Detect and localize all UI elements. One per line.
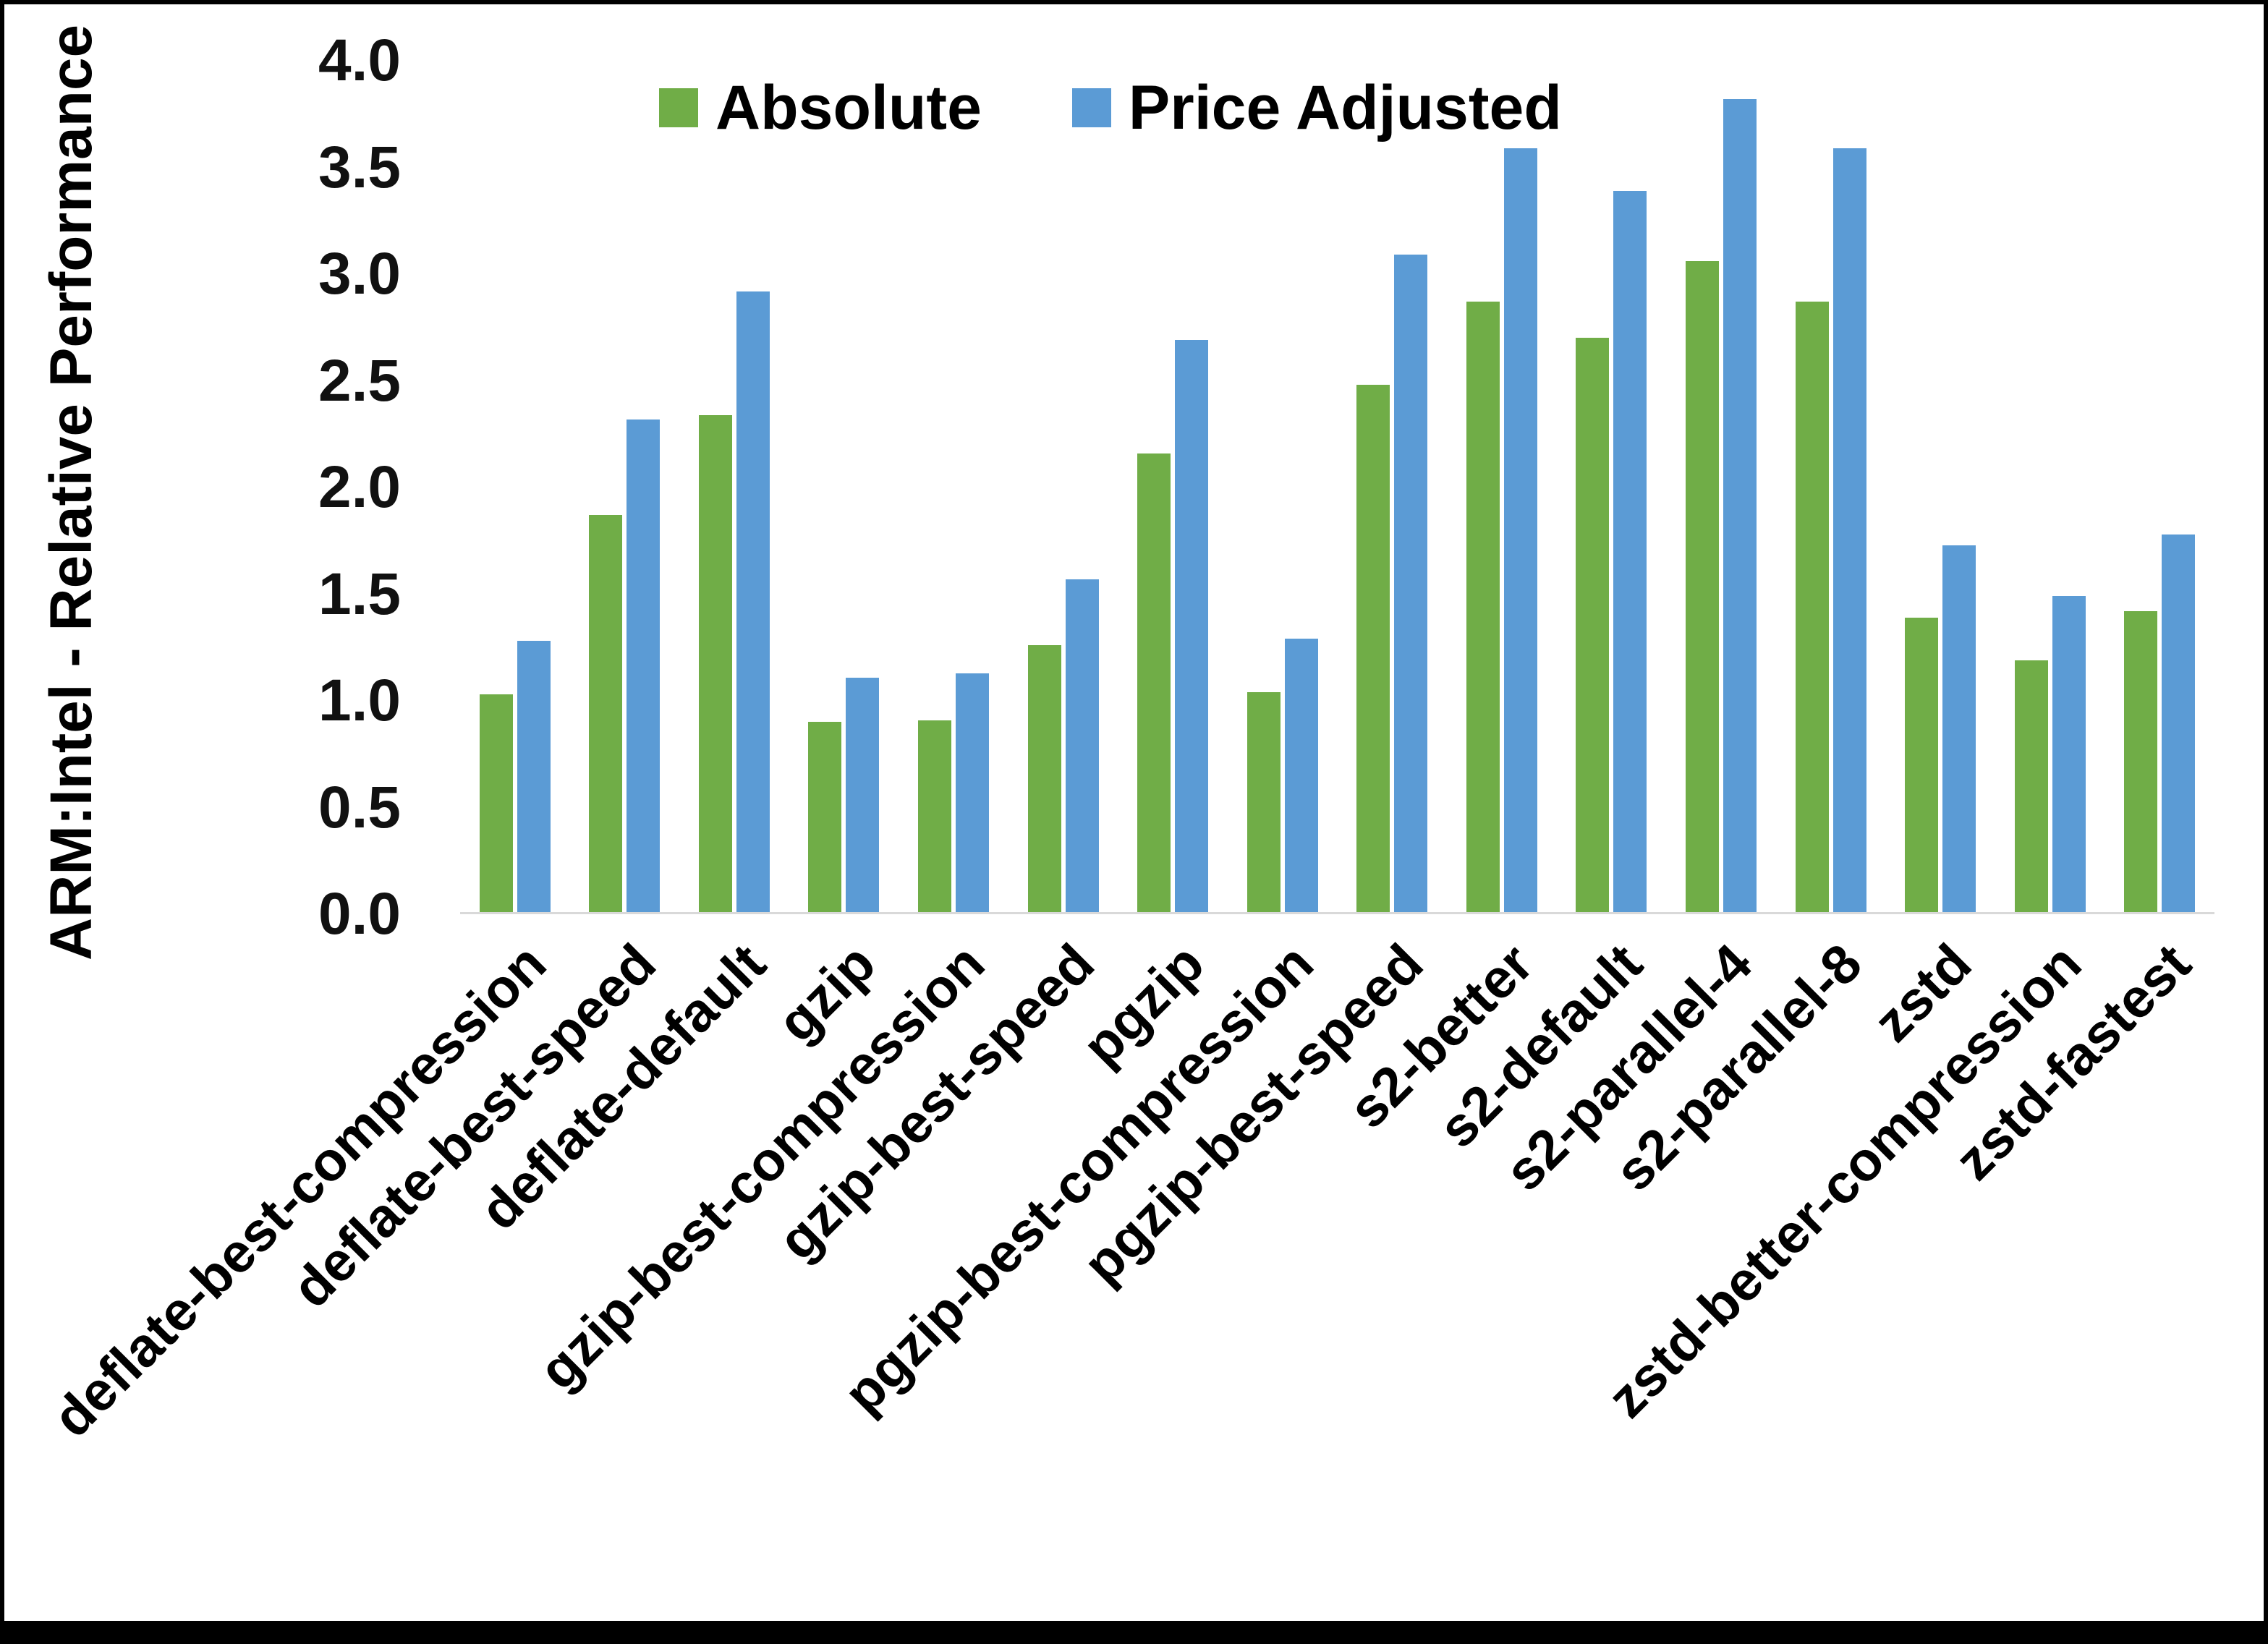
legend-swatch-absolute <box>659 88 698 127</box>
bar-price-adjusted <box>956 673 990 912</box>
legend-label-price-adjusted: Price Adjusted <box>1128 73 1562 142</box>
y-tick-label: 0.0 <box>318 881 401 947</box>
bar-price-adjusted <box>1723 99 1757 912</box>
y-tick-label: 4.0 <box>318 27 401 93</box>
y-tick-label: 3.0 <box>318 241 401 307</box>
bar-price-adjusted <box>1503 148 1537 912</box>
bar-absolute <box>589 515 623 912</box>
bar-price-adjusted <box>1065 579 1099 912</box>
bar-absolute <box>1576 338 1610 912</box>
y-tick-label: 3.5 <box>318 134 401 200</box>
bar-price-adjusted <box>736 291 770 912</box>
bar-absolute <box>2014 660 2048 912</box>
bar-absolute <box>1246 692 1280 912</box>
bar-absolute <box>1685 261 1719 912</box>
y-tick-label: 1.5 <box>318 561 401 627</box>
bar-absolute <box>698 414 732 912</box>
y-tick-label: 2.5 <box>318 347 401 414</box>
bar-price-adjusted <box>517 641 551 912</box>
bar-absolute <box>1905 617 1939 912</box>
legend-label-absolute: Absolute <box>715 73 982 142</box>
bar-price-adjusted <box>2052 596 2086 912</box>
bar-price-adjusted <box>2162 534 2196 912</box>
y-tick-label: 2.0 <box>318 454 401 520</box>
bar-price-adjusted <box>846 677 880 912</box>
plot-area <box>460 61 2214 914</box>
bar-absolute <box>918 720 952 912</box>
legend-item-price-adjusted: Price Adjusted <box>1071 73 1562 142</box>
bar-absolute <box>1795 302 1829 912</box>
bar-price-adjusted <box>1284 639 1318 912</box>
bar-absolute <box>808 722 842 912</box>
bar-price-adjusted <box>1613 190 1647 912</box>
bar-absolute <box>1027 645 1061 912</box>
y-tick-label: 1.0 <box>318 668 401 733</box>
bar-absolute <box>1466 302 1500 912</box>
bar-price-adjusted <box>627 419 661 912</box>
y-tick-label: 0.5 <box>318 774 401 840</box>
legend-item-absolute: Absolute <box>659 77 982 139</box>
bar-absolute <box>1356 385 1390 912</box>
bar-absolute <box>479 694 513 912</box>
legend: Absolute Price Adjusted <box>659 77 1562 139</box>
y-axis-ticks: 0.0 0.5 1.0 1.5 2.0 2.5 3.0 3.5 4.0 <box>4 31 401 944</box>
bar-price-adjusted <box>1832 148 1866 912</box>
bar-price-adjusted <box>1175 340 1209 912</box>
legend-swatch-price-adjusted <box>1071 88 1111 127</box>
bar-price-adjusted <box>1394 255 1428 912</box>
bar-absolute <box>1137 453 1171 912</box>
bottom-border-bar <box>4 1621 2264 1640</box>
bar-absolute <box>2124 611 2158 912</box>
bar-price-adjusted <box>1942 545 1976 912</box>
